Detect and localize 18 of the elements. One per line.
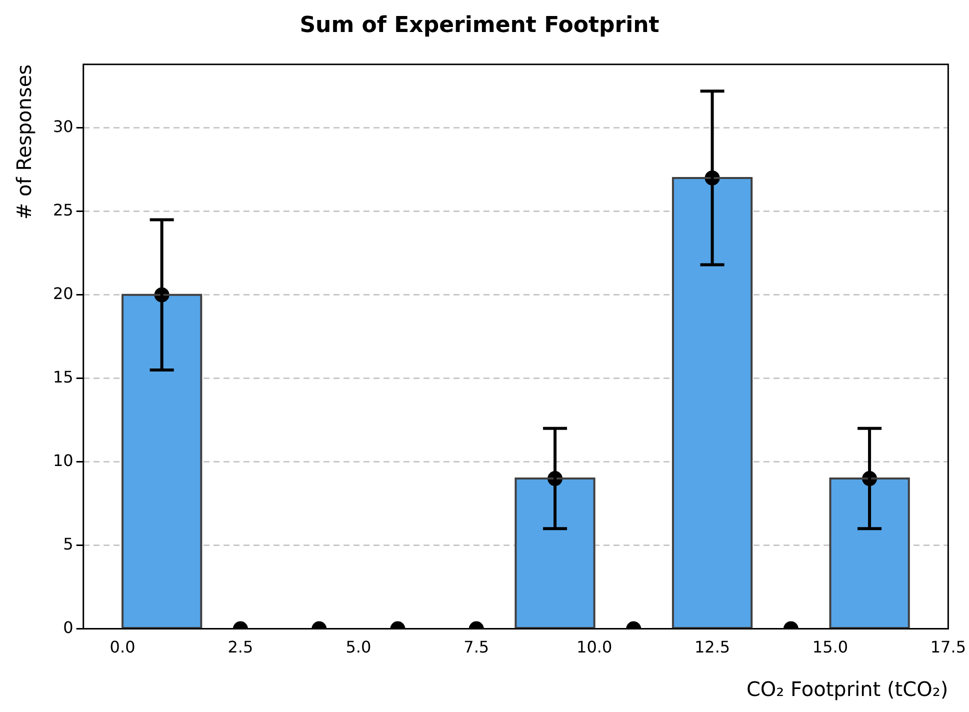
y-tick-label: 5 xyxy=(63,534,74,554)
y-tick-label: 20 xyxy=(53,284,74,303)
x-tick-label: 10.0 xyxy=(576,638,612,657)
y-tick-label: 10 xyxy=(53,450,74,470)
chart-title: Sum of Experiment Footprint xyxy=(300,12,660,38)
x-tick-label: 7.5 xyxy=(464,638,490,657)
x-tick-label: 0.0 xyxy=(110,638,136,657)
x-tick-label: 17.5 xyxy=(930,638,966,657)
y-tick-label: 30 xyxy=(53,117,74,136)
x-tick-label: 12.5 xyxy=(694,638,730,657)
x-axis-title: CO₂ Footprint (tCO₂) xyxy=(746,677,948,702)
x-tick-label: 2.5 xyxy=(228,638,254,657)
y-tick-label: 15 xyxy=(53,367,74,386)
y-tick-label: 25 xyxy=(53,200,74,220)
y-tick-label: 0 xyxy=(63,618,74,637)
x-tick-label: 15.0 xyxy=(812,638,848,657)
x-tick-label: 5.0 xyxy=(346,638,372,657)
y-axis-title: # of Responses xyxy=(12,64,36,220)
